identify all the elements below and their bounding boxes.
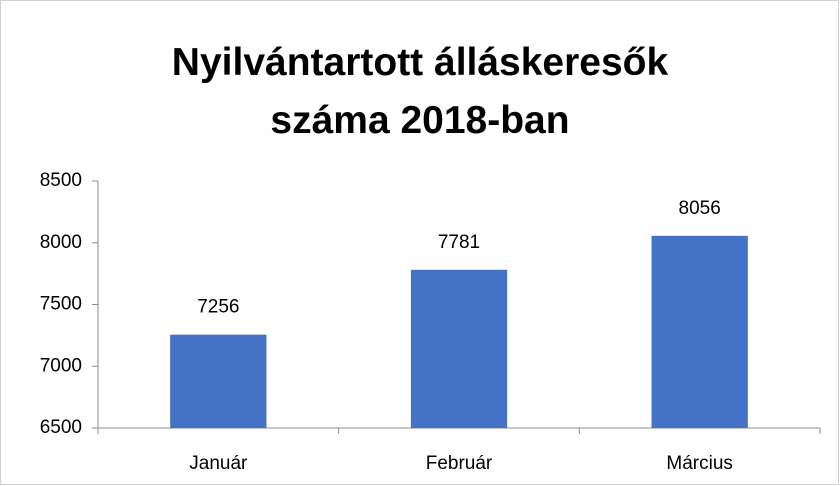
y-tick-label: 7500 bbox=[40, 294, 82, 315]
chart-title: Nyilvántartott álláskeresők száma 2018-b… bbox=[171, 41, 669, 142]
data-label: 7781 bbox=[438, 232, 480, 253]
x-tick-label: Január bbox=[189, 453, 248, 474]
data-label: 7256 bbox=[197, 297, 239, 318]
y-tick-label: 8000 bbox=[40, 232, 82, 253]
x-tick-label: Március bbox=[666, 453, 733, 474]
y-tick-label: 6500 bbox=[40, 417, 82, 438]
x-tick-label: Február bbox=[426, 453, 493, 474]
data-label: 8056 bbox=[679, 198, 721, 219]
bar bbox=[410, 269, 508, 428]
bar bbox=[170, 334, 267, 428]
y-tick-label: 7000 bbox=[40, 355, 82, 376]
bar bbox=[651, 235, 748, 428]
y-tick-label: 8500 bbox=[40, 170, 82, 191]
